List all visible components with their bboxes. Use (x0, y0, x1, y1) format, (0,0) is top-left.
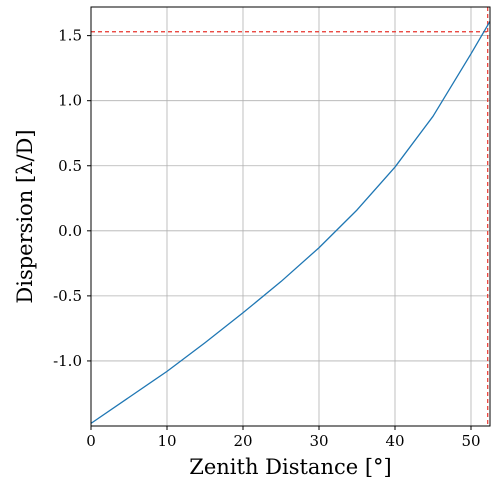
x-axis-label: Zenith Distance [°] (189, 455, 391, 479)
grid (90, 7, 490, 426)
y-tick-label: 0.5 (58, 157, 82, 175)
x-axis-ticks: 0 10 20 30 40 50 (86, 426, 481, 450)
series-line (90, 20, 491, 424)
y-tick-label: -0.5 (53, 287, 82, 305)
reference-lines (91, 7, 490, 426)
y-tick-label: 1.5 (58, 27, 82, 45)
y-tick-label: 0.0 (58, 222, 82, 240)
x-tick-label: 10 (157, 432, 176, 450)
x-tick-label: 20 (233, 432, 252, 450)
x-tick-label: 0 (86, 432, 96, 450)
series-layer (90, 20, 491, 424)
y-tick-label: 1.0 (58, 92, 82, 110)
y-axis-ticks: -1.0 -0.5 0.0 0.5 1.0 1.5 (53, 27, 91, 370)
plot-frame (90, 6, 491, 427)
y-axis-label: Dispersion [λ/D] (13, 129, 37, 303)
x-tick-label: 30 (309, 432, 328, 450)
x-tick-label: 40 (385, 432, 404, 450)
x-tick-label: 50 (461, 432, 480, 450)
y-tick-label: -1.0 (53, 352, 82, 370)
